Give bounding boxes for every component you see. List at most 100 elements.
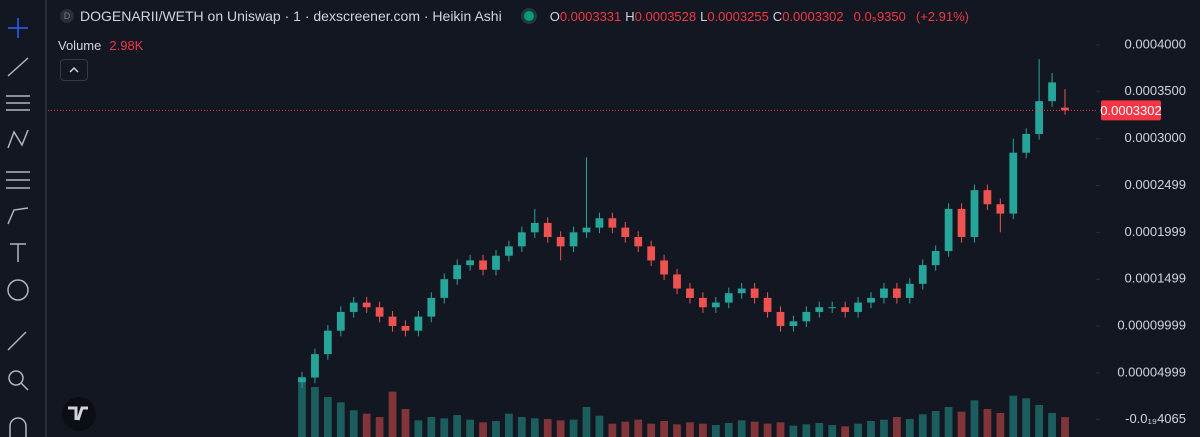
volume-bar <box>311 387 319 437</box>
volume-bar <box>1022 398 1031 437</box>
y-tick-label: 0.00009999 <box>1117 317 1186 332</box>
ohlc-key: C <box>772 8 783 24</box>
symbol-title: DOGENARII/WETH on Uniswap · 1 · dexscree… <box>80 8 502 24</box>
volume-bar <box>1035 405 1044 437</box>
candle-body <box>427 297 436 317</box>
toolbar <box>0 0 46 437</box>
y-tick-label: 0.0004000 <box>1125 36 1186 51</box>
candle-body <box>362 302 371 308</box>
candle-body <box>647 246 656 261</box>
volume-bar <box>931 411 940 437</box>
candle-body <box>453 265 462 280</box>
ohlc-value: 0.0003528 <box>634 8 697 24</box>
candle-body <box>543 222 552 238</box>
volume-bar <box>440 418 449 437</box>
ohlc-value: 0.0003255 <box>707 8 769 24</box>
y-tick-label: 0.0003000 <box>1125 130 1186 145</box>
volume-bar <box>776 422 785 437</box>
candle-body <box>802 311 811 322</box>
candle-body <box>556 237 565 247</box>
volume-bar <box>789 425 798 437</box>
candle-body <box>957 208 966 238</box>
volume-bar <box>1061 417 1069 437</box>
volume-bar <box>401 409 410 437</box>
volume-bar <box>828 425 837 437</box>
logo-mark <box>68 406 88 421</box>
candle-body <box>479 260 487 270</box>
volume-bar <box>867 421 875 437</box>
volume-bar <box>621 421 630 437</box>
volume-bar <box>944 407 953 437</box>
volume-bar <box>1048 413 1056 437</box>
volume-legend: Volume 2.98K <box>58 38 143 53</box>
volume-bar <box>905 419 914 437</box>
collapse-icon <box>69 66 79 73</box>
ohlc: O 0.0003331 H 0.0003528 L 0.0003255 C 0.0003302 <box>550 9 848 24</box>
candle-body <box>595 218 604 228</box>
volume-bar <box>711 425 720 437</box>
candle-body <box>414 316 423 331</box>
ohlc-value: 0.0003331 <box>559 8 622 24</box>
candle-body <box>634 237 643 247</box>
volume-bar <box>323 397 332 437</box>
toolbar-icons[interactable] <box>6 18 30 437</box>
candle-body <box>893 288 901 298</box>
candle-body <box>1035 101 1044 134</box>
collapse-button[interactable] <box>60 59 88 81</box>
volume-bar <box>336 402 345 437</box>
y-tick-label: 0.00004999 <box>1117 364 1186 379</box>
y-tick-label: 0.0003500 <box>1125 83 1186 98</box>
volume-bar <box>362 413 371 437</box>
candle-body <box>724 293 733 303</box>
candle-body <box>970 190 979 238</box>
candle-body <box>711 302 720 308</box>
volume-bar <box>634 419 643 437</box>
candle-body <box>776 311 785 326</box>
candle-body <box>336 311 345 331</box>
candle-body <box>440 279 449 298</box>
candle-body <box>789 321 798 326</box>
candle-body <box>880 288 888 298</box>
volume-bar <box>556 420 565 437</box>
candle-body <box>401 325 410 331</box>
candle-body <box>737 288 746 294</box>
volume-bar <box>841 426 850 437</box>
volume-bar <box>427 417 436 437</box>
volume-bar <box>957 411 966 437</box>
volume-bar <box>699 423 707 437</box>
status-dot <box>523 11 534 21</box>
volume-bar <box>388 391 397 437</box>
volume-bar <box>686 422 694 437</box>
volume-bar <box>750 421 759 437</box>
volume-bar <box>492 421 500 437</box>
candle-body <box>841 307 850 312</box>
candle-body <box>311 354 319 378</box>
volume-bar <box>375 417 384 437</box>
volume-bar <box>608 423 617 437</box>
volume-label: Volume <box>58 38 102 53</box>
volume-bar <box>737 420 746 437</box>
volume-bar <box>647 423 656 437</box>
volume-bar <box>582 407 591 437</box>
volume-bar <box>854 423 862 437</box>
volume-bar <box>466 419 474 437</box>
change: 0.0₅9350 <box>853 8 906 24</box>
volume-bar <box>660 421 668 437</box>
volume-bar <box>763 423 772 437</box>
candle-body <box>673 274 681 289</box>
volume-bar <box>414 420 423 437</box>
candle-body <box>582 227 591 233</box>
volume-bar <box>298 377 306 437</box>
candle-body <box>466 260 474 266</box>
candle-body <box>517 232 526 247</box>
volume-bar <box>1009 395 1018 437</box>
candle-body <box>375 307 384 317</box>
volume-bar <box>880 419 888 437</box>
candle-body <box>750 288 759 298</box>
candle-body <box>828 307 837 309</box>
candle-body <box>505 246 513 256</box>
volume-bar <box>983 409 992 437</box>
volume-bar <box>673 424 681 437</box>
last-price-label: 0.0003302 <box>1100 103 1161 118</box>
